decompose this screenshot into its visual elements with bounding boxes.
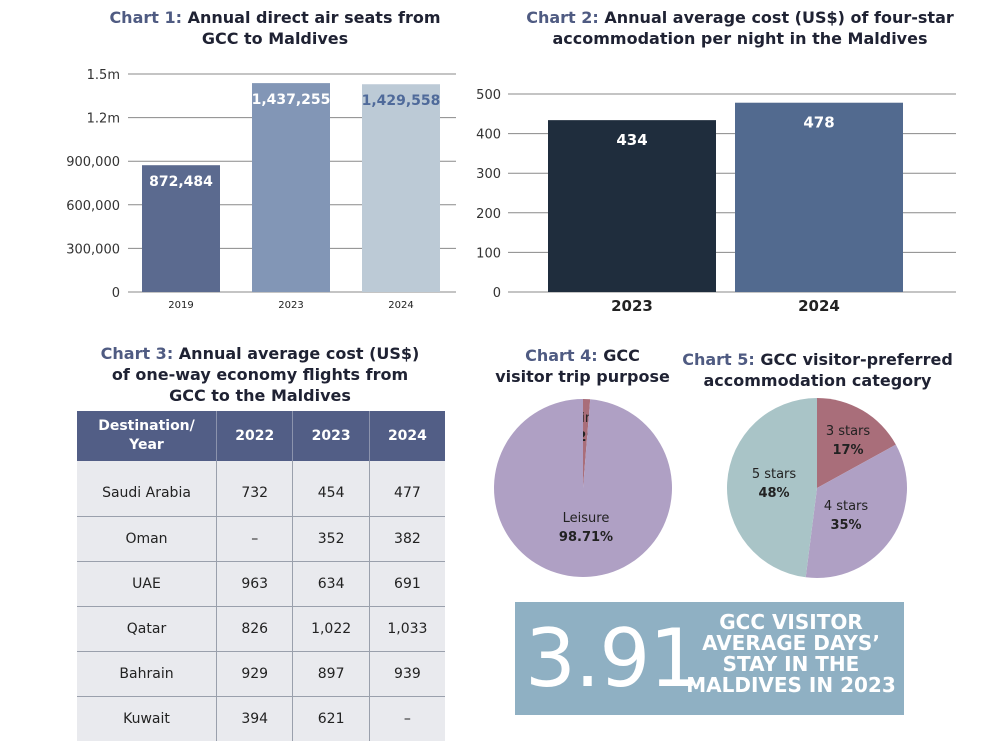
data-label: 1,437,255 <box>252 92 331 108</box>
data-label: 1,429,558 <box>362 93 441 109</box>
table-cell: 352 <box>293 517 369 562</box>
x-tick-label: 2019 <box>168 300 193 311</box>
x-tick-label: 2024 <box>388 300 413 311</box>
data-label: 872,484 <box>149 174 213 190</box>
slice-label: 3 stars <box>826 424 871 439</box>
table-cell: Bahrain <box>77 652 217 697</box>
data-label: 434 <box>616 131 647 149</box>
chart1-bar-chart: 0 300,000 600,000 900,000 1.2m 1.5m 872,484 201… <box>0 0 470 320</box>
slice-label: 4 stars <box>824 499 869 514</box>
table-cell: UAE <box>77 562 217 607</box>
table-cell: – <box>369 697 445 741</box>
table-cell: 621 <box>293 697 369 741</box>
table-cell: Oman <box>77 517 217 562</box>
banner-line4: MALDIVES IN 2023 <box>686 673 895 697</box>
chart5-title-line2: accommodation category <box>704 371 932 390</box>
table-cell: 394 <box>217 697 293 741</box>
table-header-cell: Destination/ Year <box>77 411 217 461</box>
y-tick-label: 600,000 <box>66 199 120 214</box>
chart3-title: Chart 3: Annual average cost (US$) of on… <box>60 343 460 406</box>
y-tick-label: 300,000 <box>66 242 120 257</box>
table-cell: 477 <box>369 461 445 517</box>
table-row: Oman – 352 382 <box>77 517 445 562</box>
chart5-prefix: Chart 5: <box>682 350 755 369</box>
chart3-prefix: Chart 3: <box>101 344 174 363</box>
y-tick-label: 100 <box>476 246 501 261</box>
slice-value-label: 98.71% <box>559 530 613 545</box>
table-row: Kuwait 394 621 – <box>77 697 445 741</box>
table-cell: 939 <box>369 652 445 697</box>
table-row: UAE 963 634 691 <box>77 562 445 607</box>
chart3-title-line3: GCC to the Maldives <box>169 386 351 405</box>
y-tick-label: 300 <box>476 167 501 182</box>
table-cell: 963 <box>217 562 293 607</box>
chart4-prefix: Chart 4: <box>525 346 598 365</box>
chart3-title-line2: of one-way economy flights from <box>112 365 408 384</box>
average-stay-number: 3.91 <box>525 606 699 711</box>
slice-label: Leisure <box>563 511 610 526</box>
chart4-title-line2: visitor trip purpose <box>495 367 670 386</box>
table-row: Qatar 826 1,022 1,033 <box>77 607 445 652</box>
table-cell: Saudi Arabia <box>77 461 217 517</box>
y-tick-label: 500 <box>476 88 501 103</box>
chart3-title-line1: Annual average cost (US$) <box>179 344 420 363</box>
bar <box>252 83 330 292</box>
slice-value-label: 48% <box>758 486 789 501</box>
table-row: Saudi Arabia 732 454 477 <box>77 461 445 517</box>
chart4-title: Chart 4: GCC visitor trip purpose <box>485 345 680 387</box>
table-cell: – <box>217 517 293 562</box>
y-tick-label: 900,000 <box>66 155 120 170</box>
chart5-title: Chart 5: GCC visitor-preferred accommoda… <box>680 349 955 391</box>
data-label: 478 <box>803 114 834 132</box>
table-cell: 897 <box>293 652 369 697</box>
table-cell: 454 <box>293 461 369 517</box>
table-cell: Qatar <box>77 607 217 652</box>
table-header-cell: 2023 <box>293 411 369 461</box>
chart5-pie-chart: 3 stars 17% 4 stars 35% 5 stars 48% <box>722 395 912 585</box>
chart5-title-line1: GCC visitor-preferred <box>760 350 952 369</box>
table-cell: 691 <box>369 562 445 607</box>
slice-value-label: 17% <box>832 443 863 458</box>
slice-label: 5 stars <box>752 467 797 482</box>
flight-cost-table: Destination/ Year 2022 2023 2024 Saudi A… <box>77 411 445 741</box>
table-header-cell: 2022 <box>217 411 293 461</box>
slice-value-label: 35% <box>830 518 861 533</box>
table-cell: 732 <box>217 461 293 517</box>
y-tick-label: 0 <box>112 286 120 301</box>
table-cell: 1,033 <box>369 607 445 652</box>
x-tick-label: 2023 <box>611 297 653 315</box>
chart2-bar-chart: 0 100 200 300 400 500 434 2023 478 2024 <box>470 0 990 320</box>
table-cell: Kuwait <box>77 697 217 741</box>
y-tick-label: 400 <box>476 128 501 143</box>
chart4-title-line1: GCC <box>603 346 640 365</box>
y-tick-label: 1.2m <box>87 112 120 127</box>
table-cell: 929 <box>217 652 293 697</box>
table-cell: 382 <box>369 517 445 562</box>
average-stay-caption: GCC VISITOR AVERAGE DAYS’ STAY IN THE MA… <box>685 612 897 696</box>
y-tick-label: 1.5m <box>87 68 120 83</box>
table-cell: 826 <box>217 607 293 652</box>
x-tick-label: 2024 <box>798 297 840 315</box>
pie-slice <box>494 399 672 577</box>
table-row: Bahrain 929 897 939 <box>77 652 445 697</box>
table-cell: 634 <box>293 562 369 607</box>
y-tick-label: 200 <box>476 207 501 222</box>
table-header-cell: 2024 <box>369 411 445 461</box>
bar <box>362 84 440 292</box>
table-cell: 1,022 <box>293 607 369 652</box>
average-stay-banner: 3.91 GCC VISITOR AVERAGE DAYS’ STAY IN T… <box>515 602 904 715</box>
y-tick-label: 0 <box>493 286 501 301</box>
x-tick-label: 2023 <box>278 300 303 311</box>
table-header-row: Destination/ Year 2022 2023 2024 <box>77 411 445 461</box>
